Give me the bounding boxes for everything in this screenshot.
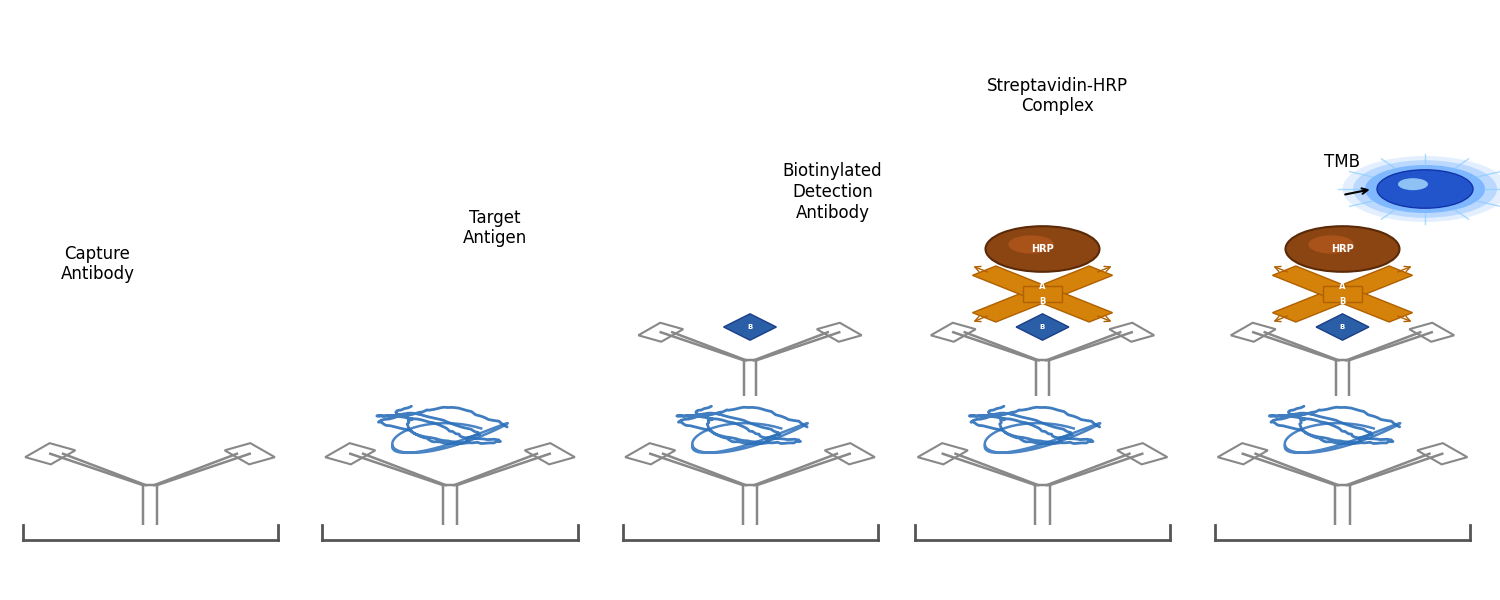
Text: B: B (1040, 296, 1046, 305)
Text: HRP: HRP (1030, 244, 1054, 254)
Polygon shape (1016, 314, 1070, 340)
Circle shape (1377, 170, 1473, 208)
Text: Biotinylated
Detection
Antibody: Biotinylated Detection Antibody (783, 162, 882, 222)
FancyBboxPatch shape (1023, 286, 1062, 302)
Text: A: A (1340, 283, 1346, 291)
Polygon shape (1316, 314, 1370, 340)
Polygon shape (723, 314, 777, 340)
Text: TMB: TMB (1324, 153, 1360, 171)
Text: Streptavidin-HRP
Complex: Streptavidin-HRP Complex (987, 77, 1128, 115)
Text: B: B (747, 324, 753, 330)
Circle shape (1353, 160, 1497, 218)
Circle shape (1342, 156, 1500, 222)
Circle shape (1308, 235, 1354, 254)
Text: Target
Antigen: Target Antigen (464, 209, 526, 247)
Polygon shape (972, 266, 1113, 322)
Circle shape (1398, 178, 1428, 190)
Text: B: B (1340, 324, 1346, 330)
FancyBboxPatch shape (1323, 286, 1362, 302)
Text: B: B (1040, 324, 1046, 330)
Text: A: A (1040, 283, 1046, 291)
Polygon shape (972, 266, 1113, 322)
Circle shape (986, 226, 1100, 272)
Text: B: B (1340, 296, 1346, 305)
Circle shape (1286, 226, 1400, 272)
Text: Capture
Antibody: Capture Antibody (60, 245, 135, 283)
Polygon shape (1272, 266, 1413, 322)
Polygon shape (1272, 266, 1413, 322)
Circle shape (1365, 165, 1485, 213)
Circle shape (1008, 235, 1054, 254)
Text: HRP: HRP (1330, 244, 1354, 254)
